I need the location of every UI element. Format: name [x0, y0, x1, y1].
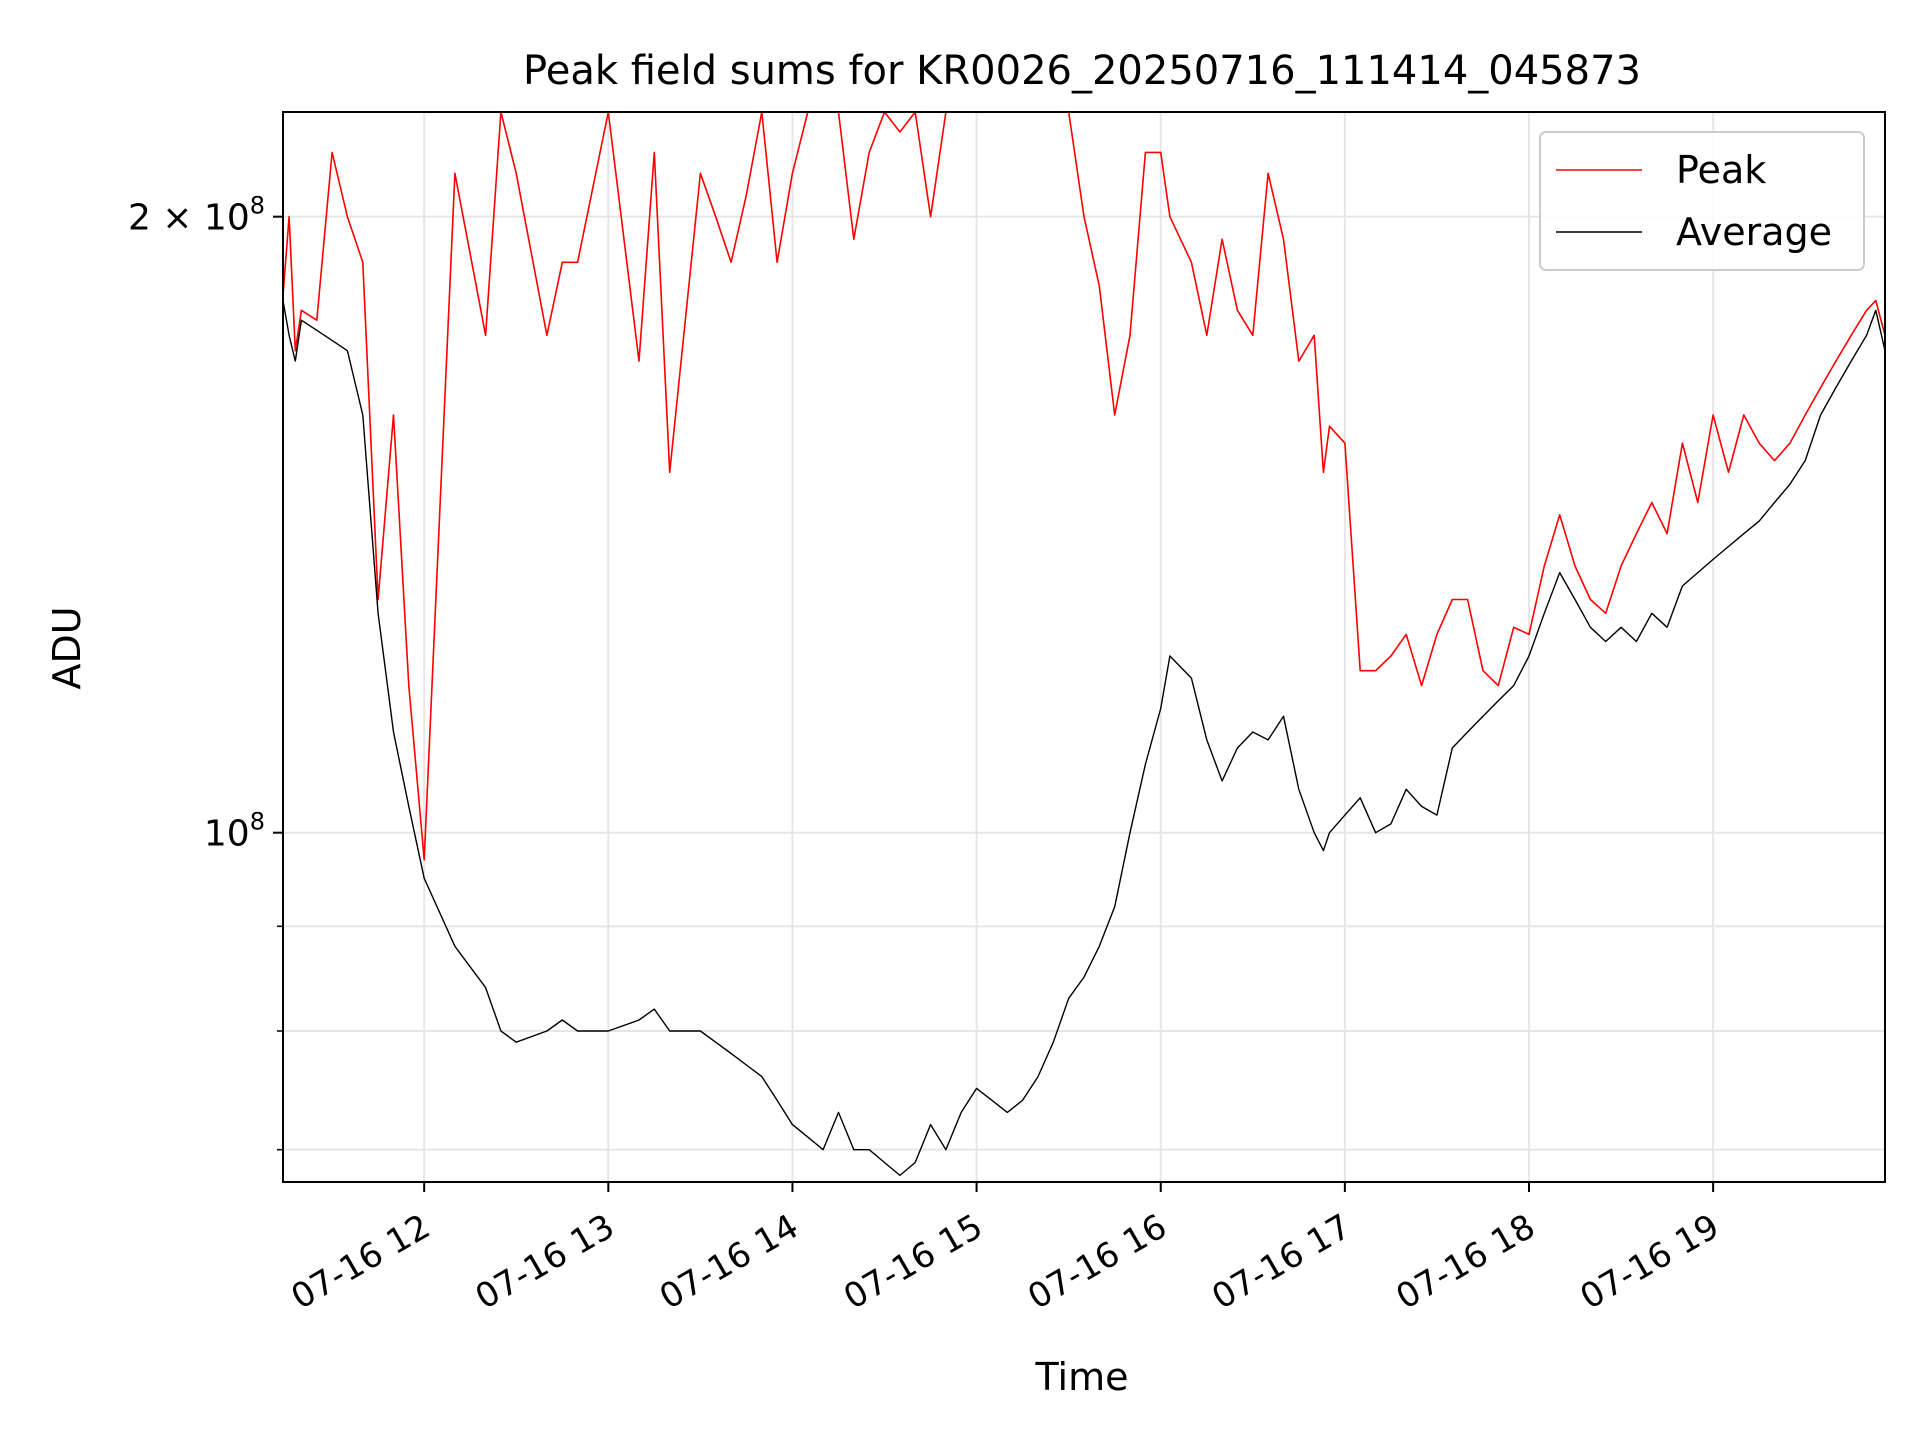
x-axis-label: Time — [1035, 1355, 1129, 1399]
legend-box — [1539, 131, 1865, 271]
y-tick-base: 2 × 10 — [128, 198, 250, 239]
chart-title: Peak field sums for KR0026_20250716_1114… — [523, 48, 1641, 94]
legend-peak-label: Peak — [1676, 148, 1766, 192]
legend: Peak Average — [1539, 131, 1865, 271]
plot-data — [282, 111, 1886, 1177]
plot-frame — [282, 111, 1886, 1183]
y-tick-label: 2 × 108 — [128, 192, 265, 239]
legend-average-label: Average — [1676, 210, 1832, 254]
grid — [283, 112, 1885, 1182]
y-tick-exponent: 8 — [250, 808, 265, 836]
series-peak-line — [282, 111, 1886, 861]
y-tick-label: 108 — [204, 808, 265, 855]
y-tick-exponent: 8 — [250, 192, 265, 220]
y-tick-base: 10 — [204, 814, 250, 855]
y-axis-label: ADU — [45, 606, 89, 689]
series-average-line — [282, 300, 1886, 1177]
